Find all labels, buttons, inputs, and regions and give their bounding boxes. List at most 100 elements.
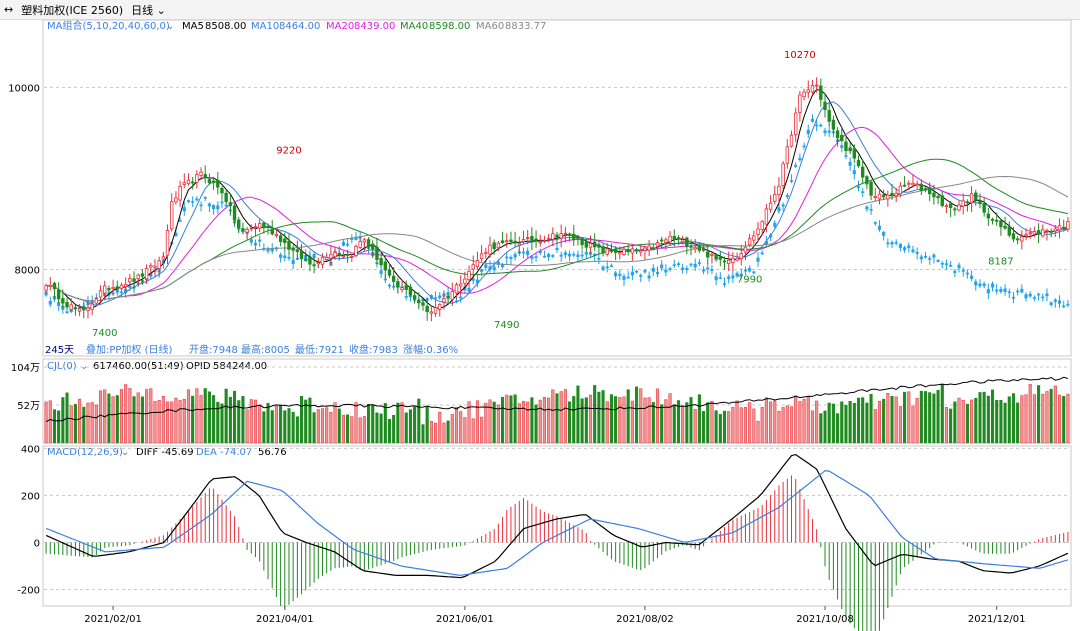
volume-bar	[848, 401, 852, 444]
projection-body	[346, 243, 350, 246]
candle-body	[764, 208, 769, 225]
candle-body	[56, 289, 61, 300]
volume-bar	[320, 408, 325, 444]
candle-body	[651, 247, 656, 250]
volume-bar	[299, 396, 304, 444]
projection-body	[689, 263, 693, 266]
volume-bar	[140, 396, 144, 444]
volume-bar	[727, 411, 731, 444]
candle-body	[278, 235, 283, 243]
volume-bar	[513, 394, 517, 444]
diff-value: DIFF -45.69	[136, 447, 194, 458]
projection-body	[789, 180, 794, 182]
volume-bar	[325, 407, 329, 444]
candle-body	[546, 237, 551, 240]
candle-body	[618, 252, 622, 255]
projection-body	[861, 191, 865, 193]
projection-body	[1036, 293, 1041, 296]
projection-body	[898, 243, 902, 249]
volume-bar	[580, 398, 584, 444]
projection-body	[710, 269, 714, 271]
volume-bar	[852, 402, 856, 444]
projection-body	[505, 256, 509, 259]
volume-bar	[547, 397, 551, 444]
volume-bar	[308, 397, 312, 444]
projection-body	[605, 266, 609, 269]
projection-body	[944, 263, 949, 265]
cjl-chevron-icon[interactable]: ⌄	[80, 361, 88, 372]
candle-body	[505, 240, 509, 243]
projection-body	[203, 197, 207, 199]
projection-body	[542, 255, 547, 258]
candle-body	[371, 243, 375, 250]
volume-bar	[1028, 384, 1032, 444]
volume-bar	[869, 393, 873, 444]
volume-bar	[856, 397, 861, 444]
volume-bar	[530, 397, 534, 444]
ma40-name: MA40	[400, 21, 428, 32]
candle-body	[794, 112, 798, 136]
volume-bar	[756, 420, 760, 444]
volume-bars	[44, 376, 1070, 444]
ma-group-chevron-icon[interactable]: ⌄	[166, 21, 174, 32]
candle-body	[1011, 233, 1016, 240]
candle-body	[98, 290, 103, 298]
projection-body	[287, 256, 291, 259]
candle-body	[241, 228, 245, 232]
projection-body	[643, 270, 647, 273]
projection-body	[919, 256, 923, 260]
volume-bar	[266, 403, 270, 444]
x-tick-label: 2021/02/01	[84, 614, 142, 625]
candle-body	[982, 203, 986, 213]
volume-bar	[798, 401, 802, 444]
volume-bar	[886, 393, 890, 444]
cjl-label[interactable]: CJL(0)	[47, 361, 77, 372]
candle-body	[936, 196, 940, 198]
volume-bar	[383, 403, 387, 444]
candle-body	[647, 245, 651, 251]
candle-body	[890, 192, 894, 196]
volume-bar	[630, 400, 634, 444]
candle-body	[814, 84, 819, 87]
projection-body	[668, 268, 672, 270]
projection-body	[291, 259, 295, 264]
projection-body	[982, 283, 986, 287]
candle-body	[475, 260, 480, 267]
volume-bar	[626, 389, 630, 444]
volume-bar	[970, 399, 974, 444]
projection-body	[940, 262, 944, 265]
candle-body	[735, 257, 739, 261]
candle-body	[726, 259, 731, 264]
projection-body	[886, 242, 890, 245]
volume-bar	[287, 408, 291, 444]
ma-group-label[interactable]: MA组合(5,10,20,40,60,0)	[47, 20, 170, 32]
price-annotations: 10270 9220 7400 7490 7990 8187	[92, 50, 1014, 339]
ma20-value: 8439.00	[354, 21, 395, 32]
volume-bar	[245, 409, 249, 444]
candle-body	[551, 233, 555, 240]
candle-body	[559, 233, 563, 239]
volume-bar	[714, 410, 718, 444]
candle-body	[471, 264, 475, 270]
volume-bar	[819, 413, 823, 444]
ma40-line	[46, 158, 1069, 302]
candle-body	[454, 284, 459, 294]
projection-body	[806, 129, 810, 134]
volume-bar	[731, 406, 735, 444]
volume-bar	[371, 404, 375, 444]
candle-body	[509, 239, 513, 243]
candle-body	[1007, 226, 1011, 236]
candle-body	[224, 192, 228, 202]
projection-body	[869, 209, 873, 211]
macd-label[interactable]: MACD(12,26,9)	[47, 447, 123, 458]
macd-chevron-icon[interactable]: ⌄	[121, 447, 129, 458]
volume-bar	[78, 398, 82, 444]
candle-body	[484, 251, 488, 254]
projection-body	[480, 269, 484, 272]
overlay-label: 叠加:PP加权 (日线)	[86, 343, 173, 356]
volume-bar	[534, 404, 538, 444]
projection-body	[794, 164, 798, 167]
volume-bar	[873, 409, 877, 444]
period-selector[interactable]: 日线 ⌄	[131, 3, 166, 17]
split-window-icon[interactable]: ↔	[4, 3, 14, 16]
